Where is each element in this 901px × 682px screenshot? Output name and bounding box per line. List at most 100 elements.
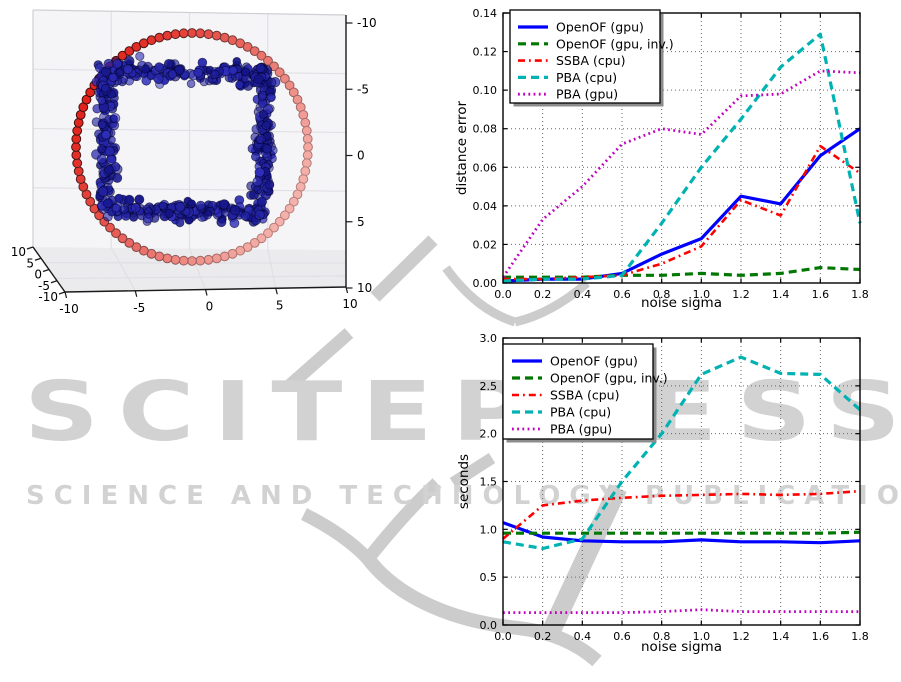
legend-label-ssba-cpu: SSBA (cpu) (550, 388, 619, 403)
svg-text:1.0: 1.0 (693, 288, 711, 301)
series-line-pba-gpu (501, 69, 861, 278)
svg-text:0.0: 0.0 (480, 619, 498, 632)
logo-bird-left-wing (301, 508, 373, 564)
series-line-pba-cpu (502, 355, 862, 551)
x-tick-label: -10 (59, 302, 79, 316)
y-tick-label: -10 (38, 290, 58, 304)
axis-ticks (26, 22, 353, 299)
svg-text:1.4: 1.4 (772, 630, 790, 643)
x-tick-label: 0 (206, 300, 214, 314)
x-tick-label: 10 (342, 297, 357, 311)
svg-text:0.02: 0.02 (473, 238, 498, 251)
camera-ring-points (71, 28, 313, 266)
svg-text:0.6: 0.6 (613, 630, 631, 643)
logo-slash-4 (539, 483, 627, 643)
svg-text:1.8: 1.8 (851, 288, 869, 301)
logo-slash-1 (284, 328, 354, 391)
svg-text:1.0: 1.0 (693, 630, 711, 643)
svg-text:1.5: 1.5 (480, 476, 498, 489)
legend-label-pba-gpu: PBA (gpu) (556, 87, 618, 102)
logo-slash-2 (370, 235, 438, 302)
svg-text:0.4: 0.4 (574, 630, 592, 643)
cube-soft-edges (32, 9, 347, 247)
svg-text:1.4: 1.4 (772, 288, 790, 301)
watermark-subtitle: SCIENCE AND TECHNOLOGY PUBLICATIONS (26, 481, 901, 511)
legend-label-openof-gpu-inv: OpenOF (gpu, inv.) (550, 371, 668, 386)
svg-text:2.0: 2.0 (480, 428, 498, 441)
z-tick-label: -10 (357, 16, 377, 30)
x-axis-label: noise sigma (641, 295, 722, 311)
z-tick-label: 0 (357, 149, 365, 163)
svg-text:1.6: 1.6 (812, 288, 830, 301)
svg-text:0.0: 0.0 (494, 288, 512, 301)
legend-label-openof-gpu: OpenOF (gpu) (556, 20, 644, 35)
logo-bird-tail (360, 551, 602, 667)
svg-text:1.2: 1.2 (732, 288, 750, 301)
series-line-openof-gpu-inv (503, 266, 861, 279)
y-axis-label: seconds (456, 454, 472, 509)
svg-text:2.5: 2.5 (480, 380, 498, 393)
logo-bird-right-wing (362, 478, 442, 564)
runtime-chart: 0.0 0.2 0.4 0.6 0.8 1.0 1.2 1.4 1.6 1.8 0.0 0.5 1.0 1… (456, 332, 869, 655)
series-line-pba-gpu (503, 608, 860, 615)
series-line-openof-gpu (502, 127, 861, 283)
svg-text:0.8: 0.8 (653, 630, 671, 643)
x-tick-label: 5 (276, 298, 284, 312)
watermark-title: SCITEPRESS (24, 365, 901, 460)
y-tick-label: 5 (26, 256, 34, 270)
y-axis-label: distance error (454, 100, 470, 195)
svg-text:0.6: 0.6 (613, 288, 631, 301)
x-axis-label: noise sigma (641, 639, 722, 655)
logo-branch-left (442, 265, 517, 327)
svg-text:0.06: 0.06 (473, 161, 498, 174)
x-tick-label: -5 (133, 301, 145, 315)
svg-text:0.2: 0.2 (534, 288, 552, 301)
svg-text:0.12: 0.12 (473, 46, 498, 59)
axes-frame (502, 12, 861, 284)
svg-text:0.04: 0.04 (473, 200, 498, 213)
svg-text:0.08: 0.08 (473, 123, 498, 136)
legend: OpenOF (gpu)OpenOF (gpu, inv.) SSBA (cpu)… (509, 9, 674, 107)
svg-text:0.8: 0.8 (653, 288, 671, 301)
logo-slash-3 (449, 452, 496, 489)
y-tick-label: 10 (11, 245, 26, 259)
z-tick-label: 5 (357, 215, 365, 229)
legend-label-pba-cpu: PBA (cpu) (556, 70, 617, 85)
svg-text:0.5: 0.5 (480, 571, 498, 584)
tick-labels: 0.0 0.2 0.4 0.6 0.8 1.0 1.2 1.4 1.6 1.8 0.0 0.5 1.0 1… (480, 332, 869, 643)
svg-text:1.6: 1.6 (812, 630, 830, 643)
distance-error-chart: 0.0 0.2 0.4 0.6 0.8 1.0 1.2 1.4 1.6 1.8 0.00 0.02 0.… (454, 7, 869, 311)
z-tick-label: -5 (357, 82, 369, 96)
series-line-openof-gpu (502, 521, 861, 545)
svg-text:0.14: 0.14 (473, 7, 498, 20)
svg-text:0.10: 0.10 (473, 84, 498, 97)
series-line-ssba-cpu (503, 144, 861, 281)
legend: OpenOF (gpu) OpenOF (gpu, inv.) SSBA (cpu)… (502, 343, 668, 443)
square-cloud-points (91, 51, 281, 229)
tick-labels: 0.0 0.2 0.4 0.6 0.8 1.0 1.2 1.4 1.6 1.8 0.00 0.02 0.… (473, 7, 869, 301)
svg-text:0.2: 0.2 (534, 630, 552, 643)
pane-floor (33, 247, 346, 292)
z-tick-label: 10 (357, 281, 372, 295)
svg-text:3.0: 3.0 (480, 332, 498, 345)
y-tick-label: 0 (34, 268, 42, 282)
legend-label-openof-gpu-inv: OpenOF (gpu, inv.) (556, 36, 674, 51)
series-line-openof-gpu-inv (503, 530, 861, 535)
legend-label-openof-gpu: OpenOF (gpu) (550, 354, 638, 369)
y-tick-label: -5 (38, 279, 50, 293)
svg-text:0.00: 0.00 (473, 277, 498, 290)
legend-label-pba-cpu: PBA (cpu) (550, 405, 611, 420)
logo-branch-right (513, 279, 590, 327)
svg-text:0.0: 0.0 (494, 630, 512, 643)
legend-label-pba-gpu: PBA (gpu) (550, 422, 612, 437)
series-line-pba-cpu (502, 32, 862, 283)
legend-label-ssba-cpu: SSBA (cpu) (556, 53, 625, 68)
svg-text:1.8: 1.8 (851, 630, 869, 643)
series-line-ssba-cpu (502, 489, 861, 540)
svg-text:0.4: 0.4 (574, 288, 592, 301)
